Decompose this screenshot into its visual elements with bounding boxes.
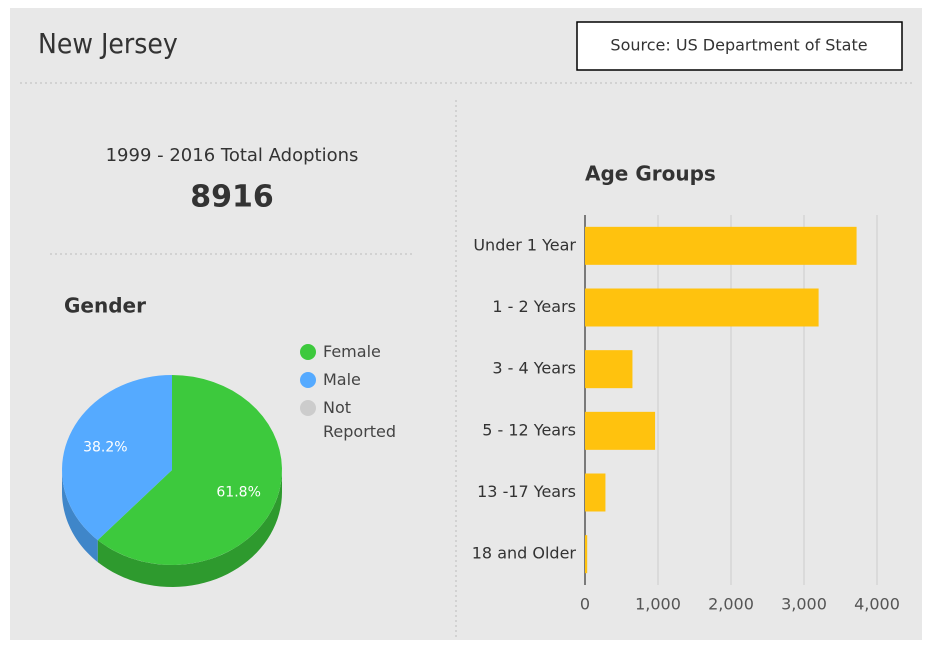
bar (585, 473, 606, 512)
bar (585, 350, 633, 389)
data-label: 38.2% (83, 440, 127, 456)
source: Source: US Department of State (610, 36, 867, 55)
y-tick-label: 3 - 4 Years (492, 359, 576, 378)
bar (585, 288, 819, 327)
x-tick-label: 1,000 (635, 595, 681, 614)
pie-side (62, 470, 98, 563)
page-title: New Jersey (38, 27, 178, 60)
bar (585, 411, 656, 450)
y-tick-label: 13 -17 Years (477, 482, 576, 501)
legend: Female Male Not Reported (300, 340, 410, 448)
legend-item: Female (300, 340, 410, 364)
summary-label: 1999 - 2016 Total Adoptions (106, 145, 359, 166)
pie-slice (62, 375, 173, 541)
x-tick-label: 4,000 (854, 595, 900, 614)
pie-title: Gender (64, 294, 146, 318)
bar-title: Age Groups (585, 162, 716, 186)
x-tick-label: 3,000 (781, 595, 827, 614)
pie-slice (97, 375, 282, 565)
pie-side (97, 470, 282, 587)
bar (585, 535, 588, 574)
legend-label: Female (323, 342, 381, 361)
y-tick-label: 5 - 12 Years (482, 420, 576, 439)
x-tick-label: 2,000 (708, 595, 754, 614)
legend-swatch (300, 344, 316, 360)
legend-item: Not Reported (300, 396, 410, 444)
y-tick-label: 1 - 2 Years (492, 297, 576, 316)
legend-swatch (300, 372, 316, 388)
source-box (576, 21, 903, 71)
legend-item: Male (300, 368, 410, 392)
summary-value: 8916 (190, 180, 274, 215)
bar (585, 226, 857, 265)
y-tick-label: Under 1 Year (473, 235, 576, 254)
data-label: 61.8% (216, 484, 260, 500)
y-tick-label: 18 and Older (472, 544, 577, 563)
legend-swatch (300, 400, 316, 416)
legend-label: Not Reported (323, 398, 397, 441)
legend-label: Male (323, 370, 361, 389)
x-tick-label: 0 (580, 595, 590, 614)
